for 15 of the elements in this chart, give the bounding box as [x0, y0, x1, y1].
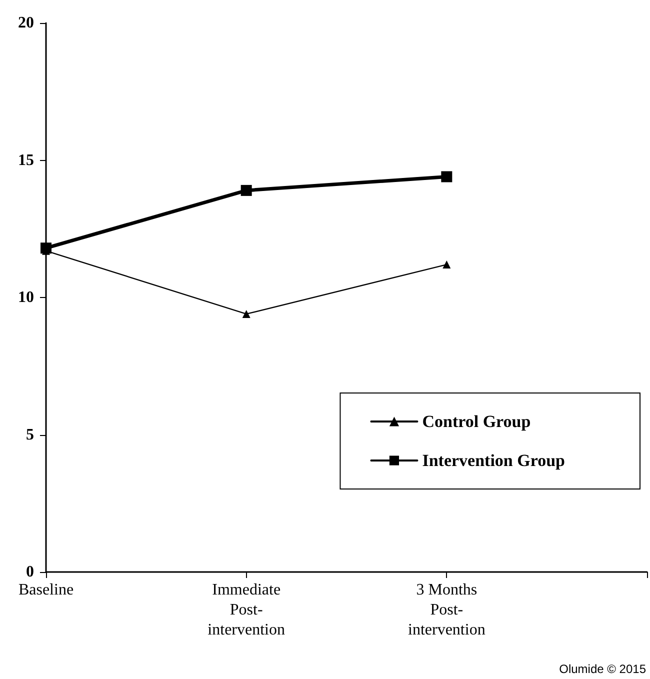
point — [240, 184, 252, 196]
y-tick-label: 10 — [18, 289, 34, 306]
x-tick-label: Baseline — [18, 582, 74, 598]
y-tick-label: 15 — [18, 152, 34, 169]
y-tick-label: 0 — [26, 564, 34, 580]
legend-label: Control Group — [422, 412, 531, 431]
point — [242, 310, 250, 318]
x-tick-label: 3 Months Post-intervention — [408, 582, 486, 638]
y-tick-label: 20 — [18, 14, 34, 32]
point — [442, 260, 451, 269]
text: Olumide © 2015 — [559, 662, 646, 676]
legend-label: Intervention Group — [422, 451, 566, 470]
y-tick-label: 5 — [26, 426, 34, 444]
x-tick-label: Immediate Post-intervention — [208, 582, 285, 638]
point — [441, 171, 452, 182]
